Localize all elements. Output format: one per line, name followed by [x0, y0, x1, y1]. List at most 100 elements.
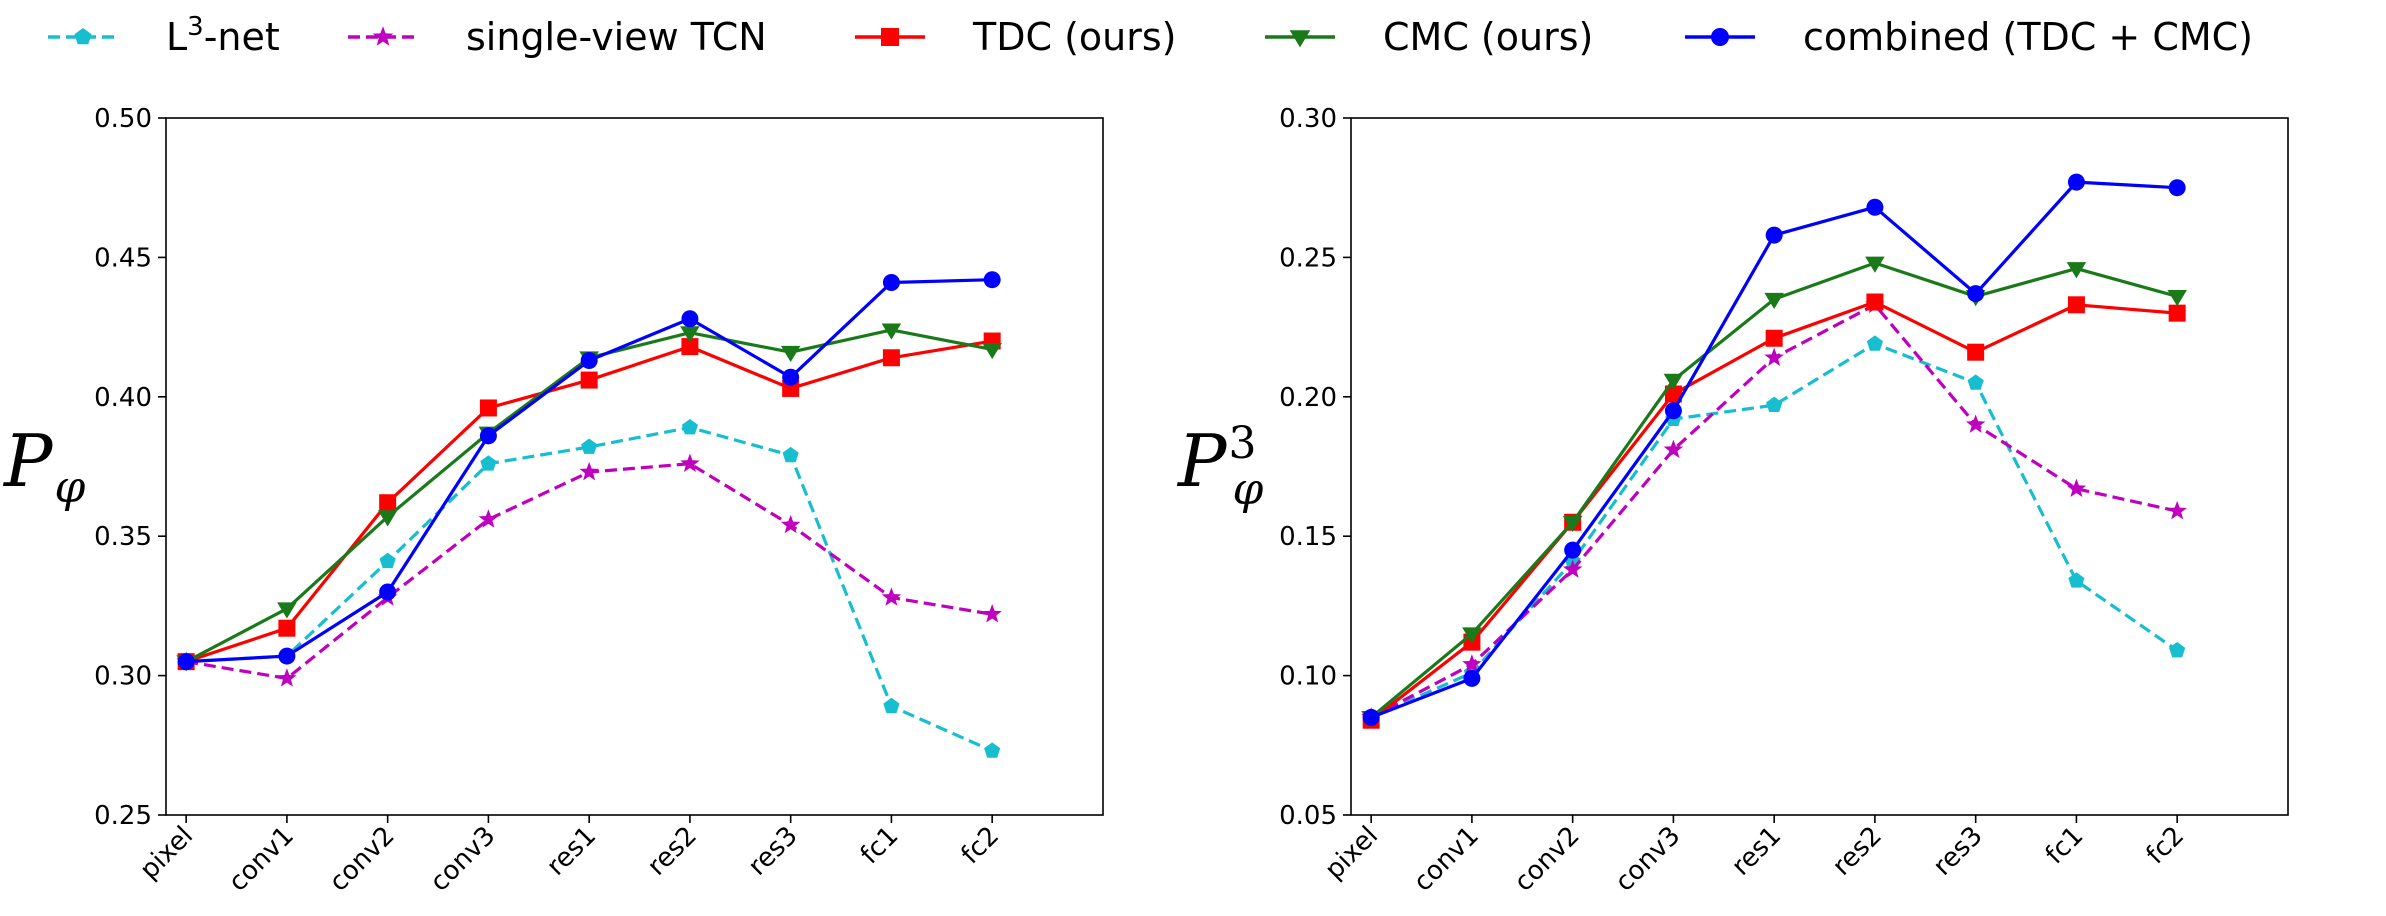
data-point-fc1	[882, 349, 900, 367]
data-point-conv1	[1462, 627, 1482, 644]
data-point-conv2	[1562, 559, 1583, 578]
legend-square-marker	[881, 28, 899, 46]
legend-entry-cmc-ours: CMC (ours)	[1265, 15, 1593, 59]
data-point-conv3	[478, 509, 499, 528]
data-point-conv3	[1663, 373, 1684, 390]
x-tick-label-conv2: conv2	[324, 821, 401, 898]
y-tick-label: 0.20	[1279, 383, 1337, 413]
data-point-conv1	[277, 602, 297, 619]
data-point-fc1	[882, 273, 900, 291]
y-tick-label: 0.05	[1279, 801, 1337, 831]
legend-entry-single-view-tcn: single-view TCN	[348, 15, 767, 59]
y-tick-label: 0.25	[1279, 243, 1337, 273]
data-point-fc2	[2168, 304, 2186, 322]
x-tick-label-conv1: conv1	[223, 821, 300, 898]
data-point-res1	[1764, 347, 1784, 367]
x-tick-label-conv3: conv3	[1610, 821, 1687, 898]
plot-frame	[165, 117, 1104, 816]
x-tick-label-fc1: fc1	[855, 821, 904, 870]
x-tick-label-conv2: conv2	[1509, 821, 1586, 898]
legend-entry-combined-tdc-cmc: combined (TDC + CMC)	[1685, 15, 2253, 59]
data-point-res3	[780, 345, 801, 362]
data-point-res2	[1866, 293, 1884, 311]
y-tick-label: 0.15	[1279, 522, 1337, 552]
series-tdc-ours	[177, 332, 1001, 671]
data-point-pixel	[1362, 708, 1380, 726]
data-point-conv2	[379, 494, 397, 512]
data-point-res1	[579, 461, 599, 481]
data-point-conv3	[1663, 439, 1684, 459]
series-combined-tdc-cmc	[177, 271, 1001, 671]
y-tick-label: 0.30	[1279, 104, 1337, 134]
legend-entry-tdc-ours: TDC (ours)	[855, 15, 1177, 59]
x-tick-label-res2: res2	[1827, 821, 1888, 882]
series-line	[1370, 300, 2178, 722]
data-point-res1	[580, 352, 598, 370]
data-point-res3	[1967, 285, 1985, 303]
data-point-conv3	[480, 455, 497, 471]
x-tick-label-res2: res2	[642, 821, 703, 882]
x-tick-label-res3: res3	[743, 821, 804, 882]
legend-triangle-down-marker	[1289, 30, 1311, 48]
data-point-res3	[782, 368, 800, 386]
data-point-fc1	[883, 697, 900, 714]
data-point-conv2	[377, 510, 398, 527]
data-point-fc1	[2068, 572, 2085, 588]
legend-star-marker	[372, 26, 394, 46]
y-tick-label: 0.35	[94, 522, 152, 552]
data-point-conv2	[379, 583, 397, 601]
x-tick-label-conv3: conv3	[425, 821, 502, 898]
data-point-res1	[1766, 396, 1783, 413]
plot-frame	[1350, 117, 2289, 816]
x-tick-label-fc1: fc1	[2040, 821, 2089, 870]
data-point-conv2	[1564, 541, 1582, 559]
legend-label: CMC (ours)	[1383, 15, 1593, 59]
data-point-conv1	[278, 619, 296, 637]
legend: L3-net single-view TCN TDC (ours) CMC (ours…	[48, 12, 2253, 59]
legend-label: combined (TDC + CMC)	[1803, 15, 2253, 59]
legend-circle-marker	[1711, 28, 1729, 46]
data-point-fc1	[2066, 262, 2087, 279]
data-point-res1	[1764, 292, 1784, 309]
data-point-fc2	[982, 604, 1002, 623]
data-point-res3	[1967, 343, 1985, 361]
data-point-fc2	[983, 271, 1001, 289]
data-point-conv1	[1462, 654, 1482, 673]
data-point-res1	[1765, 329, 1783, 347]
legend-label: L3-net	[166, 12, 280, 59]
data-point-fc1	[2067, 296, 2085, 314]
series-l3-net	[1363, 335, 2186, 725]
legend-label: single-view TCN	[466, 15, 767, 59]
data-point-conv1	[1463, 669, 1481, 687]
legend-entry-l3-net: L3-net	[48, 12, 280, 59]
data-point-fc2	[982, 343, 1002, 360]
data-point-fc2	[2169, 642, 2186, 658]
x-tick-label-res1: res1	[541, 821, 602, 882]
data-point-fc1	[881, 587, 902, 606]
series-line	[1370, 342, 2179, 719]
data-point-fc2	[984, 742, 1001, 758]
series-single-view-tcn	[176, 453, 1002, 687]
x-tick-label-res3: res3	[1928, 821, 1989, 882]
data-point-res2	[681, 310, 699, 328]
data-point-res2	[681, 418, 698, 435]
data-point-fc2	[2167, 500, 2187, 520]
data-point-res1	[580, 371, 598, 389]
data-point-res2	[680, 326, 700, 343]
data-point-res1	[581, 438, 598, 454]
y-tick-label: 0.45	[94, 243, 152, 273]
series-line	[185, 462, 993, 680]
data-point-conv3	[479, 427, 497, 445]
data-point-conv3	[1664, 385, 1682, 403]
data-point-fc1	[2066, 478, 2087, 498]
x-tick-label-conv1: conv1	[1408, 821, 1485, 898]
x-tick-label-fc2: fc2	[956, 821, 1005, 870]
data-point-res2	[1866, 198, 1884, 216]
x-tick-label-fc2: fc2	[2141, 821, 2190, 870]
data-point-res3	[782, 446, 799, 463]
legend-label: TDC (ours)	[972, 15, 1177, 59]
data-point-fc1	[881, 323, 902, 340]
series-line	[185, 339, 993, 664]
